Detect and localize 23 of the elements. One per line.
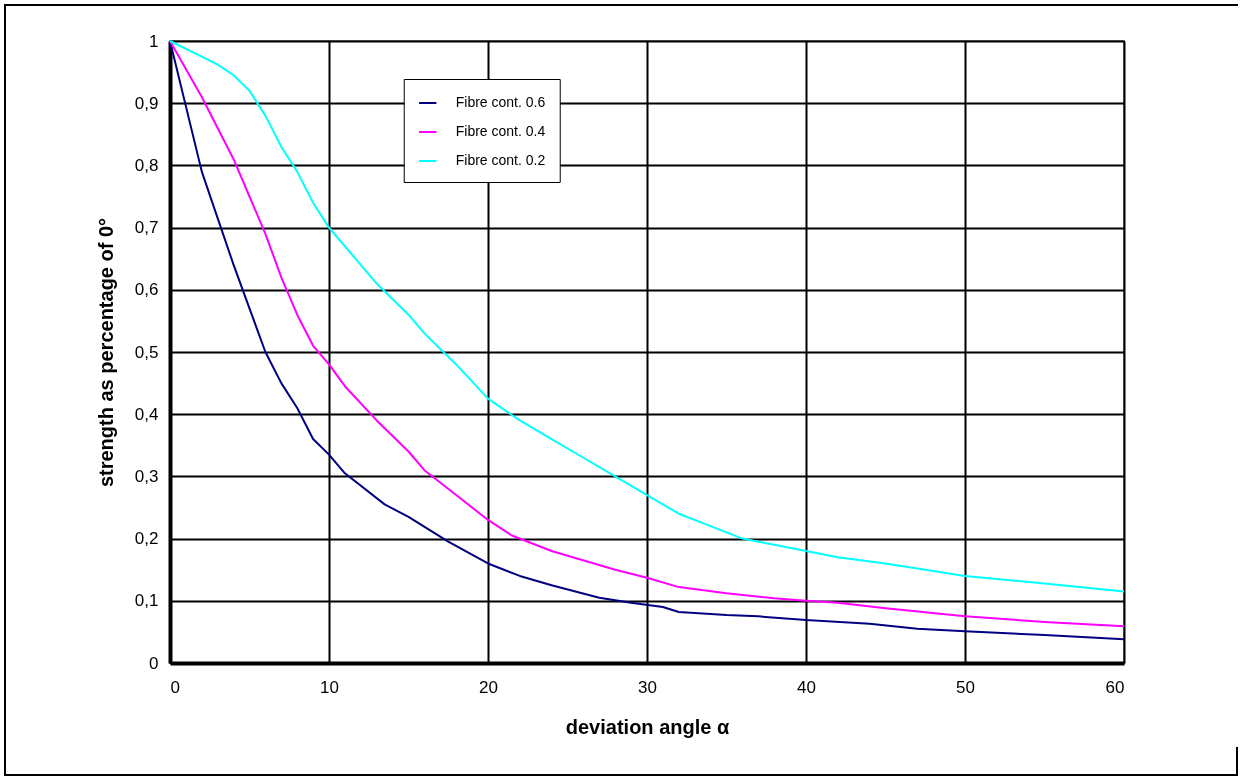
y-tick-label: 0,2 bbox=[134, 529, 159, 549]
x-tick-label: 50 bbox=[956, 677, 975, 697]
x-tick-label: 60 bbox=[1105, 677, 1125, 697]
y-axis-title: strength as percentage of 0° bbox=[94, 217, 117, 488]
y-tick-label: 0,8 bbox=[134, 155, 159, 175]
legend-label: Fibre cont. 0.2 bbox=[455, 152, 546, 168]
legend-label: Fibre cont. 0.6 bbox=[455, 94, 546, 110]
y-tick-label: 0,6 bbox=[134, 280, 159, 300]
x-tick-label: 20 bbox=[479, 677, 498, 697]
y-tick-label: 0,4 bbox=[134, 404, 159, 424]
y-tick-label: 0 bbox=[149, 653, 159, 673]
x-axis-title: deviation angle α bbox=[565, 715, 730, 738]
y-tick-label: 0,9 bbox=[134, 93, 159, 113]
y-tick-label: 0,5 bbox=[134, 342, 159, 362]
legend-label: Fibre cont. 0.4 bbox=[455, 123, 546, 139]
y-tick-label: 0,3 bbox=[134, 466, 159, 486]
y-tick-label: 0,1 bbox=[134, 591, 159, 611]
x-tick-label: 40 bbox=[797, 677, 816, 697]
y-tick-label: 0,7 bbox=[134, 218, 159, 238]
x-tick-label: 30 bbox=[638, 677, 657, 697]
x-tick-label: 10 bbox=[320, 677, 339, 697]
x-tick-label: 0 bbox=[170, 677, 180, 697]
y-tick-label: 1 bbox=[149, 31, 159, 51]
